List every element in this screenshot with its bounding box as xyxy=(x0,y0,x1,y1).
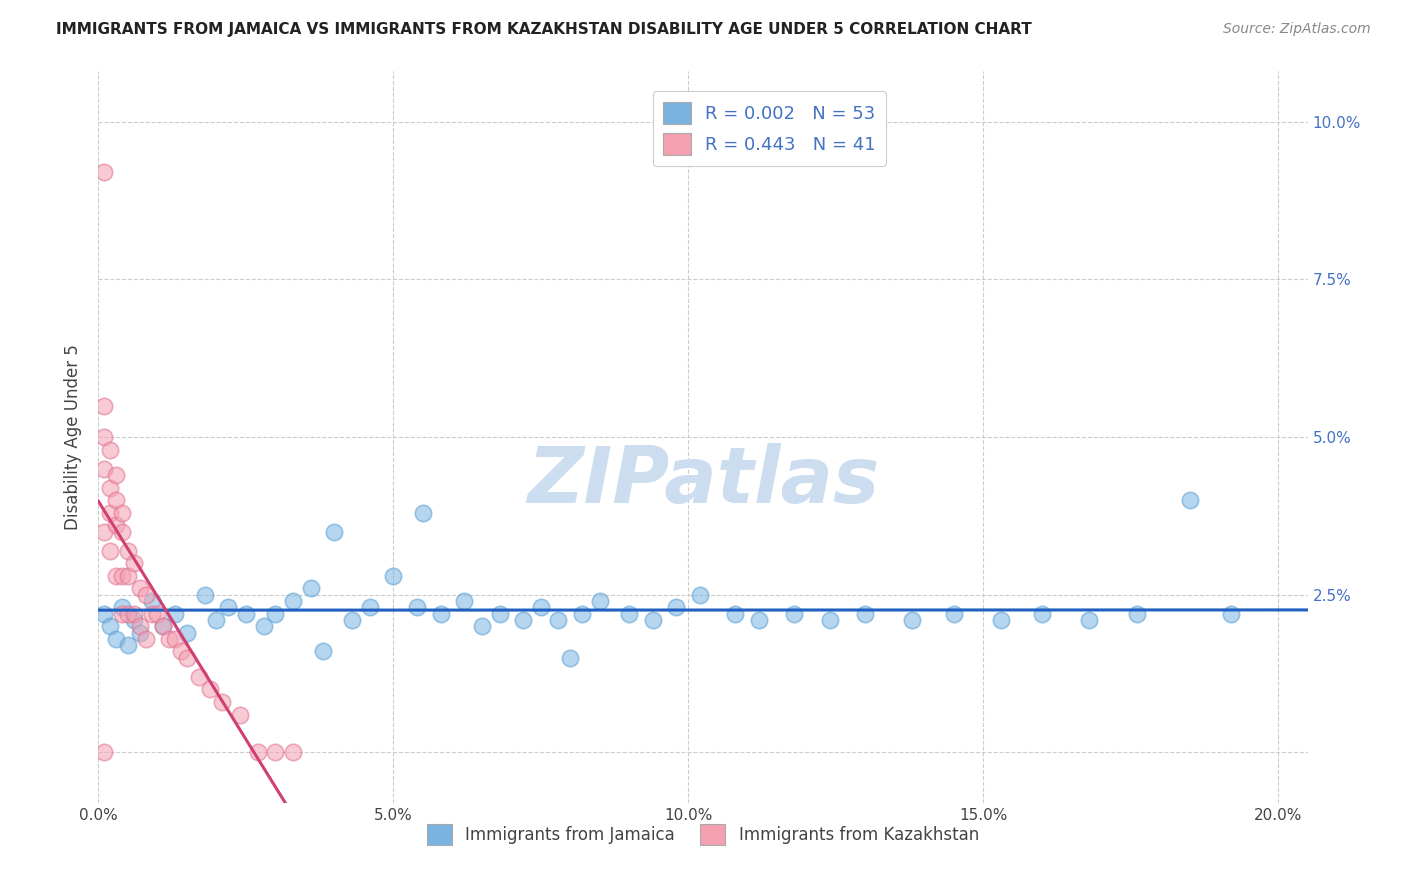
Point xyxy=(382,569,405,583)
Point xyxy=(406,600,429,615)
Text: IMMIGRANTS FROM JAMAICA VS IMMIGRANTS FROM KAZAKHSTAN DISABILITY AGE UNDER 5 COR: IMMIGRANTS FROM JAMAICA VS IMMIGRANTS FR… xyxy=(56,22,1032,37)
Point xyxy=(93,165,115,179)
Point xyxy=(1031,607,1053,621)
Point xyxy=(117,607,139,621)
Point xyxy=(176,650,198,665)
Point xyxy=(724,607,747,621)
Point xyxy=(571,607,593,621)
Point xyxy=(560,650,582,665)
Point xyxy=(152,619,174,633)
Point xyxy=(589,594,612,608)
Y-axis label: Disability Age Under 5: Disability Age Under 5 xyxy=(65,344,83,530)
Point xyxy=(122,556,145,570)
Point xyxy=(471,619,494,633)
Point xyxy=(235,607,257,621)
Point xyxy=(901,613,924,627)
Point xyxy=(264,607,287,621)
Point xyxy=(1178,493,1201,508)
Point xyxy=(117,638,139,652)
Point xyxy=(93,607,115,621)
Point xyxy=(281,594,304,608)
Point xyxy=(98,442,121,457)
Point xyxy=(98,481,121,495)
Point xyxy=(853,607,876,621)
Point xyxy=(152,619,174,633)
Point xyxy=(117,569,139,583)
Point xyxy=(111,600,134,615)
Point xyxy=(194,588,217,602)
Point xyxy=(93,524,115,539)
Point xyxy=(1219,607,1241,621)
Point xyxy=(157,632,180,646)
Text: ZIPatlas: ZIPatlas xyxy=(527,443,879,519)
Point xyxy=(323,524,346,539)
Point xyxy=(105,632,128,646)
Point xyxy=(98,506,121,520)
Point xyxy=(111,506,134,520)
Point xyxy=(530,600,553,615)
Point xyxy=(98,543,121,558)
Point xyxy=(818,613,841,627)
Point xyxy=(122,607,145,621)
Point xyxy=(165,607,187,621)
Point xyxy=(200,682,222,697)
Point xyxy=(111,524,134,539)
Point xyxy=(429,607,451,621)
Point xyxy=(340,613,363,627)
Point xyxy=(264,745,287,759)
Point xyxy=(641,613,664,627)
Point xyxy=(1125,607,1147,621)
Point xyxy=(135,588,157,602)
Point xyxy=(105,569,128,583)
Point xyxy=(512,613,534,627)
Point xyxy=(170,644,193,658)
Point xyxy=(93,461,115,475)
Point xyxy=(128,582,150,596)
Point xyxy=(205,613,228,627)
Text: Source: ZipAtlas.com: Source: ZipAtlas.com xyxy=(1223,22,1371,37)
Point xyxy=(246,745,269,759)
Point xyxy=(311,644,333,658)
Point xyxy=(111,569,134,583)
Point xyxy=(359,600,381,615)
Legend: Immigrants from Jamaica, Immigrants from Kazakhstan: Immigrants from Jamaica, Immigrants from… xyxy=(419,816,987,853)
Point xyxy=(217,600,239,615)
Point xyxy=(281,745,304,759)
Point xyxy=(105,467,128,482)
Point xyxy=(128,625,150,640)
Point xyxy=(299,582,322,596)
Point xyxy=(146,607,169,621)
Point xyxy=(187,670,209,684)
Point xyxy=(619,607,641,621)
Point xyxy=(547,613,569,627)
Point xyxy=(105,493,128,508)
Point xyxy=(689,588,711,602)
Point xyxy=(93,745,115,759)
Point xyxy=(128,619,150,633)
Point xyxy=(488,607,510,621)
Point xyxy=(165,632,187,646)
Point xyxy=(1078,613,1101,627)
Point xyxy=(211,695,233,709)
Point xyxy=(748,613,770,627)
Point xyxy=(93,430,115,444)
Point xyxy=(93,399,115,413)
Point xyxy=(111,607,134,621)
Point xyxy=(98,619,121,633)
Point xyxy=(229,707,252,722)
Point xyxy=(453,594,475,608)
Point xyxy=(141,607,163,621)
Point xyxy=(122,613,145,627)
Point xyxy=(665,600,688,615)
Point xyxy=(135,632,157,646)
Point xyxy=(117,543,139,558)
Point xyxy=(990,613,1012,627)
Point xyxy=(141,594,163,608)
Point xyxy=(412,506,434,520)
Point xyxy=(942,607,965,621)
Point xyxy=(105,518,128,533)
Point xyxy=(176,625,198,640)
Point xyxy=(252,619,274,633)
Point xyxy=(783,607,806,621)
